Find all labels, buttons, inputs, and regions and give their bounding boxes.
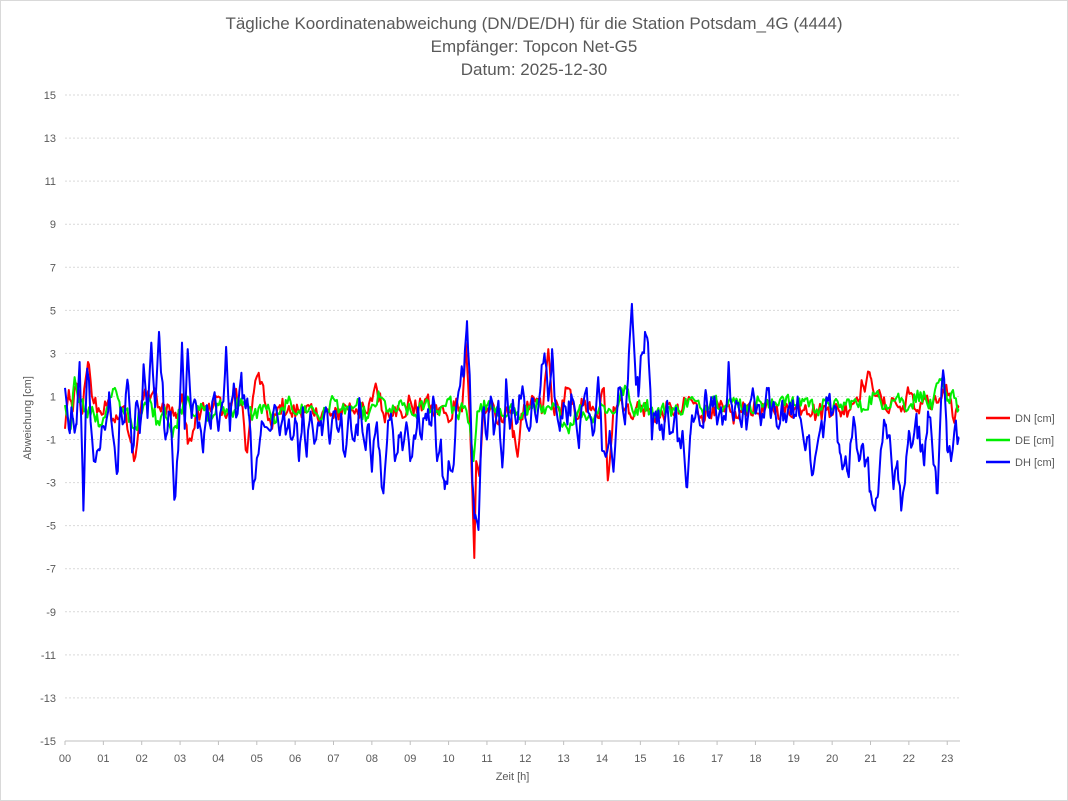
x-tick-label: 10	[442, 753, 454, 765]
x-tick-label: 18	[749, 753, 761, 765]
x-tick-label: 07	[327, 753, 339, 765]
y-tick-label: 3	[50, 348, 56, 360]
x-tick-label: 05	[251, 753, 263, 765]
x-tick-label: 00	[59, 753, 71, 765]
x-tick-label: 14	[596, 753, 608, 765]
series-line-dh	[64, 302, 960, 531]
x-tick-label: 17	[711, 753, 723, 765]
y-tick-label: -13	[40, 693, 56, 705]
y-tick-label: 5	[50, 305, 56, 317]
y-tick-label: -5	[46, 521, 56, 533]
series-line-dn	[64, 341, 960, 559]
y-tick-label: 1	[50, 391, 56, 403]
x-tick-label: 01	[97, 753, 109, 765]
x-tick-label: 08	[366, 753, 378, 765]
x-tick-label: 09	[404, 753, 416, 765]
y-tick-label: -3	[46, 478, 56, 490]
y-axis-label: Abweichung [cm]	[22, 376, 34, 460]
chart-title-line-3: Datum: 2025-12-30	[461, 60, 607, 79]
y-tick-label: -7	[46, 564, 56, 576]
y-tick-label: 15	[44, 90, 56, 102]
x-tick-label: 21	[864, 753, 876, 765]
x-axis-label: Zeit [h]	[496, 771, 530, 783]
y-tick-label: -11	[41, 650, 56, 662]
x-tick-label: 06	[289, 753, 301, 765]
y-tick-label: -1	[46, 435, 56, 447]
x-tick-label: 16	[673, 753, 685, 765]
x-tick-label: 23	[941, 753, 953, 765]
chart-title-line-2: Empfänger: Topcon Net-G5	[431, 37, 638, 56]
x-tick-label: 04	[212, 753, 224, 765]
x-tick-label: 20	[826, 753, 838, 765]
y-tick-label: 9	[50, 219, 56, 231]
y-tick-label: -9	[46, 607, 56, 619]
x-tick-label: 11	[481, 753, 492, 765]
y-tick-label: 11	[45, 176, 56, 188]
x-tick-label: 22	[903, 753, 915, 765]
y-tick-label: 13	[44, 133, 56, 145]
legend-label-dh: DH [cm]	[1015, 457, 1055, 469]
x-tick-label: 19	[788, 753, 800, 765]
y-tick-label: 7	[50, 262, 56, 274]
y-tick-label: -15	[40, 736, 56, 748]
x-tick-labels: 00 01 02 03 04 05 06 07 08 09 10 11 12 13 14 15 16 17 18 19…	[59, 740, 960, 765]
x-tick-label: 12	[519, 753, 531, 765]
legend-label-dn: DN [cm]	[1015, 413, 1055, 425]
x-tick-label: 15	[634, 753, 646, 765]
x-tick-label: 03	[174, 753, 186, 765]
series-lines	[64, 302, 960, 559]
legend-label-de: DE [cm]	[1015, 435, 1054, 447]
y-tick-labels: 15 13 11 9 7 5 3 1 -1 -3 -5 -7 -9 -11 -13 -15	[40, 90, 56, 748]
x-tick-label: 13	[558, 753, 570, 765]
legend: DN [cm] DE [cm] DH [cm]	[986, 413, 1055, 469]
chart-title: Tägliche Koordinatenabweichung (DN/DE/DH…	[225, 14, 842, 79]
x-tick-label: 02	[136, 753, 148, 765]
chart-title-line-1: Tägliche Koordinatenabweichung (DN/DE/DH…	[225, 14, 842, 33]
